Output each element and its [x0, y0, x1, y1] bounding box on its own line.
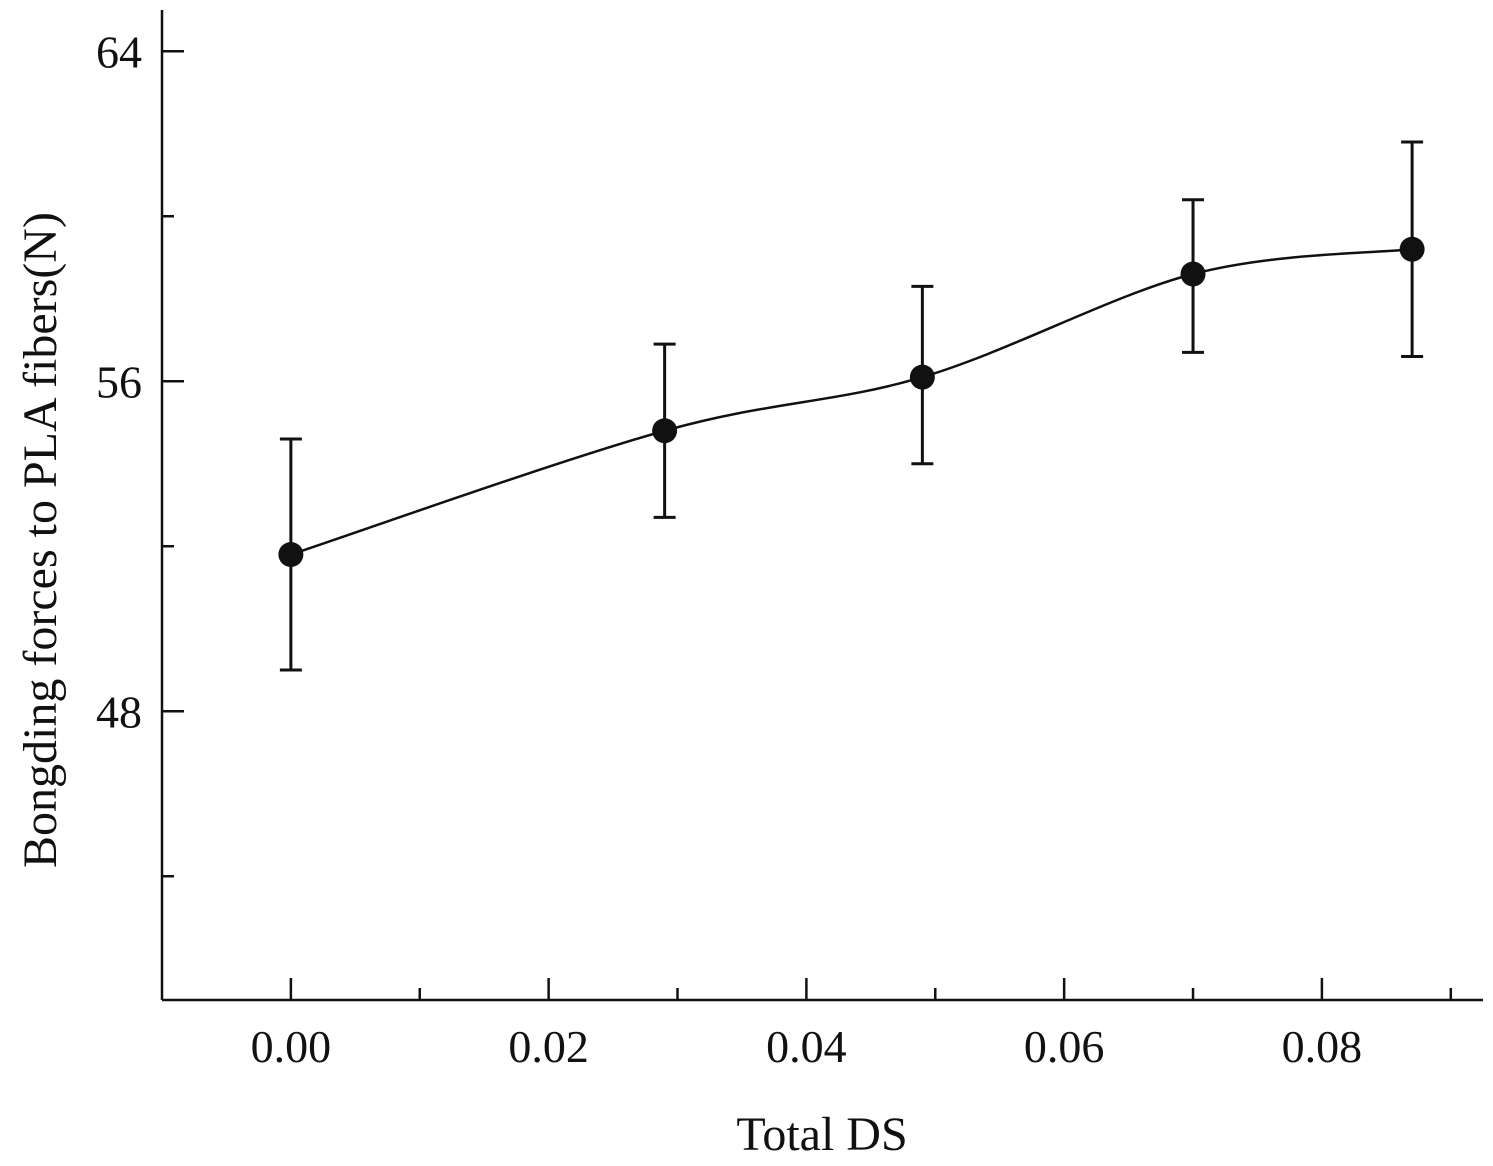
plot-area: [278, 140, 1425, 672]
x-tick-label: 0.02: [508, 1021, 589, 1072]
y-axis-title: Bongding forces to PLA fibers(N): [14, 212, 67, 868]
ticks: [162, 50, 1453, 1000]
tick-labels: 0.00 0.02 0.04 0.06 0.08 48 56 64: [96, 26, 1362, 1072]
data-point: [1399, 236, 1425, 262]
y-tick-label: 64: [96, 26, 142, 77]
x-tick-label: 0.04: [766, 1021, 847, 1072]
x-tick-label: 0.08: [1282, 1021, 1363, 1072]
y-tick-label: 48: [96, 686, 142, 737]
data-point: [909, 364, 935, 390]
data-point: [1180, 261, 1206, 287]
series-line: [290, 248, 1413, 556]
x-tick-label: 0.06: [1024, 1021, 1105, 1072]
y-tick-label: 56: [96, 356, 142, 407]
data-point: [652, 418, 678, 444]
axes: [160, 10, 1483, 1002]
x-axis-title: Total DS: [736, 1108, 907, 1161]
x-tick-label: 0.00: [251, 1021, 332, 1072]
data-point: [278, 542, 304, 567]
